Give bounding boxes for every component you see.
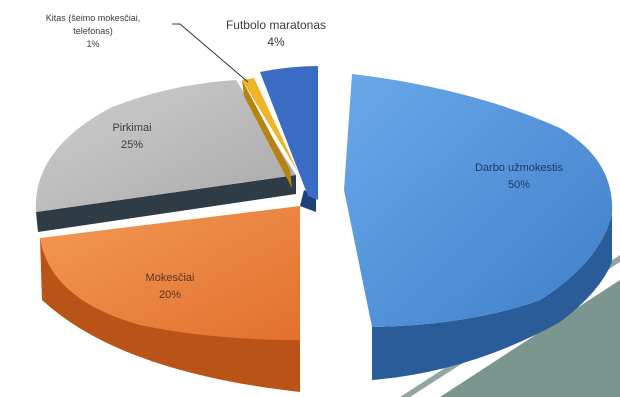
label-mokesciai: Mokesčiai 20% [122, 270, 218, 304]
label-kitas-line2: telefonas) [73, 26, 113, 36]
slice-mokesciai-top [40, 206, 300, 340]
label-mokesciai-name: Mokesčiai [145, 272, 195, 284]
slice-kitas-side [242, 80, 292, 188]
label-futbolo-maratonas-percent: 4% [267, 35, 285, 49]
slice-pirkimai-top [35, 80, 297, 212]
label-mokesciai-percent: 20% [158, 289, 182, 301]
label-futbolo-maratonas-name: Futbolo maratonas [225, 18, 327, 32]
slice-kitas [242, 78, 298, 188]
slice-mokesciai-side [40, 238, 300, 392]
slice-mokesciai [40, 206, 300, 392]
slice-darbo-uzmokestis-top [344, 74, 613, 327]
label-futbolo-maratonas: Futbolo maratonas 4% [196, 17, 356, 51]
label-darbo-uzmokestis-name: Darbo užmokestis [474, 162, 564, 174]
label-kitas-line1: Kitas (šeimo mokesčiai, [45, 13, 141, 23]
label-pirkimai-name: Pirkimai [112, 122, 152, 134]
label-kitas-percent: 1% [86, 39, 100, 49]
slice-darbo-uzmokestis-side [372, 214, 612, 380]
label-darbo-uzmokestis: Darbo užmokestis 50% [438, 160, 600, 194]
label-darbo-uzmokestis-percent: 50% [507, 179, 531, 191]
slice-darbo-uzmokestis [344, 74, 613, 380]
label-kitas: Kitas (šeimo mokesčiai, telefonas) 1% [8, 12, 178, 51]
slice-kitas-top [242, 78, 298, 172]
slice-futbolo-maratonas-top [260, 66, 318, 200]
slice-futbolo-maratonas [260, 66, 318, 212]
slice-pirkimai-side [36, 175, 296, 232]
label-pirkimai-percent: 25% [120, 139, 144, 151]
label-pirkimai: Pirkimai 25% [92, 120, 172, 154]
leader-line-kitas [172, 23, 249, 83]
slice-pirkimai [35, 80, 297, 232]
